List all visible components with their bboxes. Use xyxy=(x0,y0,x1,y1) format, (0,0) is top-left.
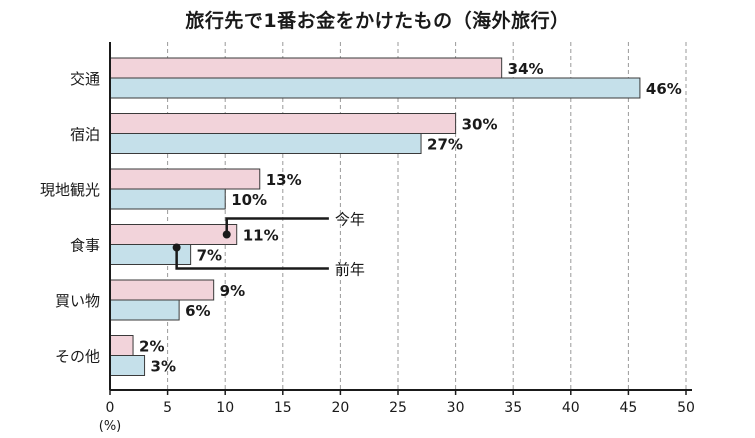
x-tick-label-25: 25 xyxy=(389,400,407,416)
category-label-1: 宿泊 xyxy=(70,126,100,144)
data-label-0-2: 13% xyxy=(266,171,302,189)
data-label-0-5: 2% xyxy=(139,338,164,356)
data-label-0-4: 9% xyxy=(220,282,245,300)
x-tick-label-50: 50 xyxy=(677,400,695,416)
bar-1-4 xyxy=(109,299,180,321)
data-label-1-4: 6% xyxy=(185,302,210,320)
x-tick-label-30: 30 xyxy=(447,400,465,416)
bar-0-5 xyxy=(109,335,134,356)
bar-0-1 xyxy=(109,113,457,134)
x-tick-label-10: 10 xyxy=(216,400,234,416)
category-label-5: その他 xyxy=(55,348,100,366)
bar-0-2 xyxy=(109,168,261,190)
data-label-1-1: 27% xyxy=(427,136,463,154)
category-label-4: 買い物 xyxy=(55,292,100,310)
bar-0-0 xyxy=(109,57,503,79)
bar-1-1 xyxy=(109,133,422,154)
data-label-1-5: 3% xyxy=(151,358,176,376)
callout-dot-last-year xyxy=(172,243,181,252)
callout-dot-this-year xyxy=(222,230,231,239)
x-tick-label-5: 5 xyxy=(163,400,172,416)
category-label-3: 食事 xyxy=(70,237,100,255)
data-label-1-3: 7% xyxy=(197,247,222,265)
bar-0-4 xyxy=(109,279,215,301)
x-tick-label-45: 45 xyxy=(619,400,637,416)
x-tick-label-20: 20 xyxy=(331,400,349,416)
callout-label-last-year: 前年 xyxy=(335,261,365,279)
bar-1-2 xyxy=(109,188,226,210)
data-label-1-0: 46% xyxy=(646,80,682,98)
x-tick-label-15: 15 xyxy=(274,400,292,416)
category-label-0: 交通 xyxy=(70,70,100,88)
bar-1-0 xyxy=(109,77,641,99)
category-label-2: 現地観光 xyxy=(40,181,100,199)
chart-title: 旅行先で1番お金をかけたもの（海外旅行） xyxy=(185,10,570,32)
data-label-0-0: 34% xyxy=(508,60,544,78)
bar-1-5 xyxy=(109,355,146,376)
bar-0-3 xyxy=(109,224,238,245)
x-tick-label-40: 40 xyxy=(562,400,580,416)
callout-line-this-year xyxy=(225,217,329,235)
x-axis-unit-label: (%) xyxy=(99,419,122,434)
x-tick-label-0: 0 xyxy=(106,400,115,416)
callout-label-this-year: 今年 xyxy=(335,211,365,229)
x-tick-label-35: 35 xyxy=(504,400,522,416)
data-label-1-2: 10% xyxy=(231,191,267,209)
data-label-0-1: 30% xyxy=(462,116,498,134)
callout-line-last-year xyxy=(175,247,329,270)
data-label-0-3: 11% xyxy=(243,227,279,245)
